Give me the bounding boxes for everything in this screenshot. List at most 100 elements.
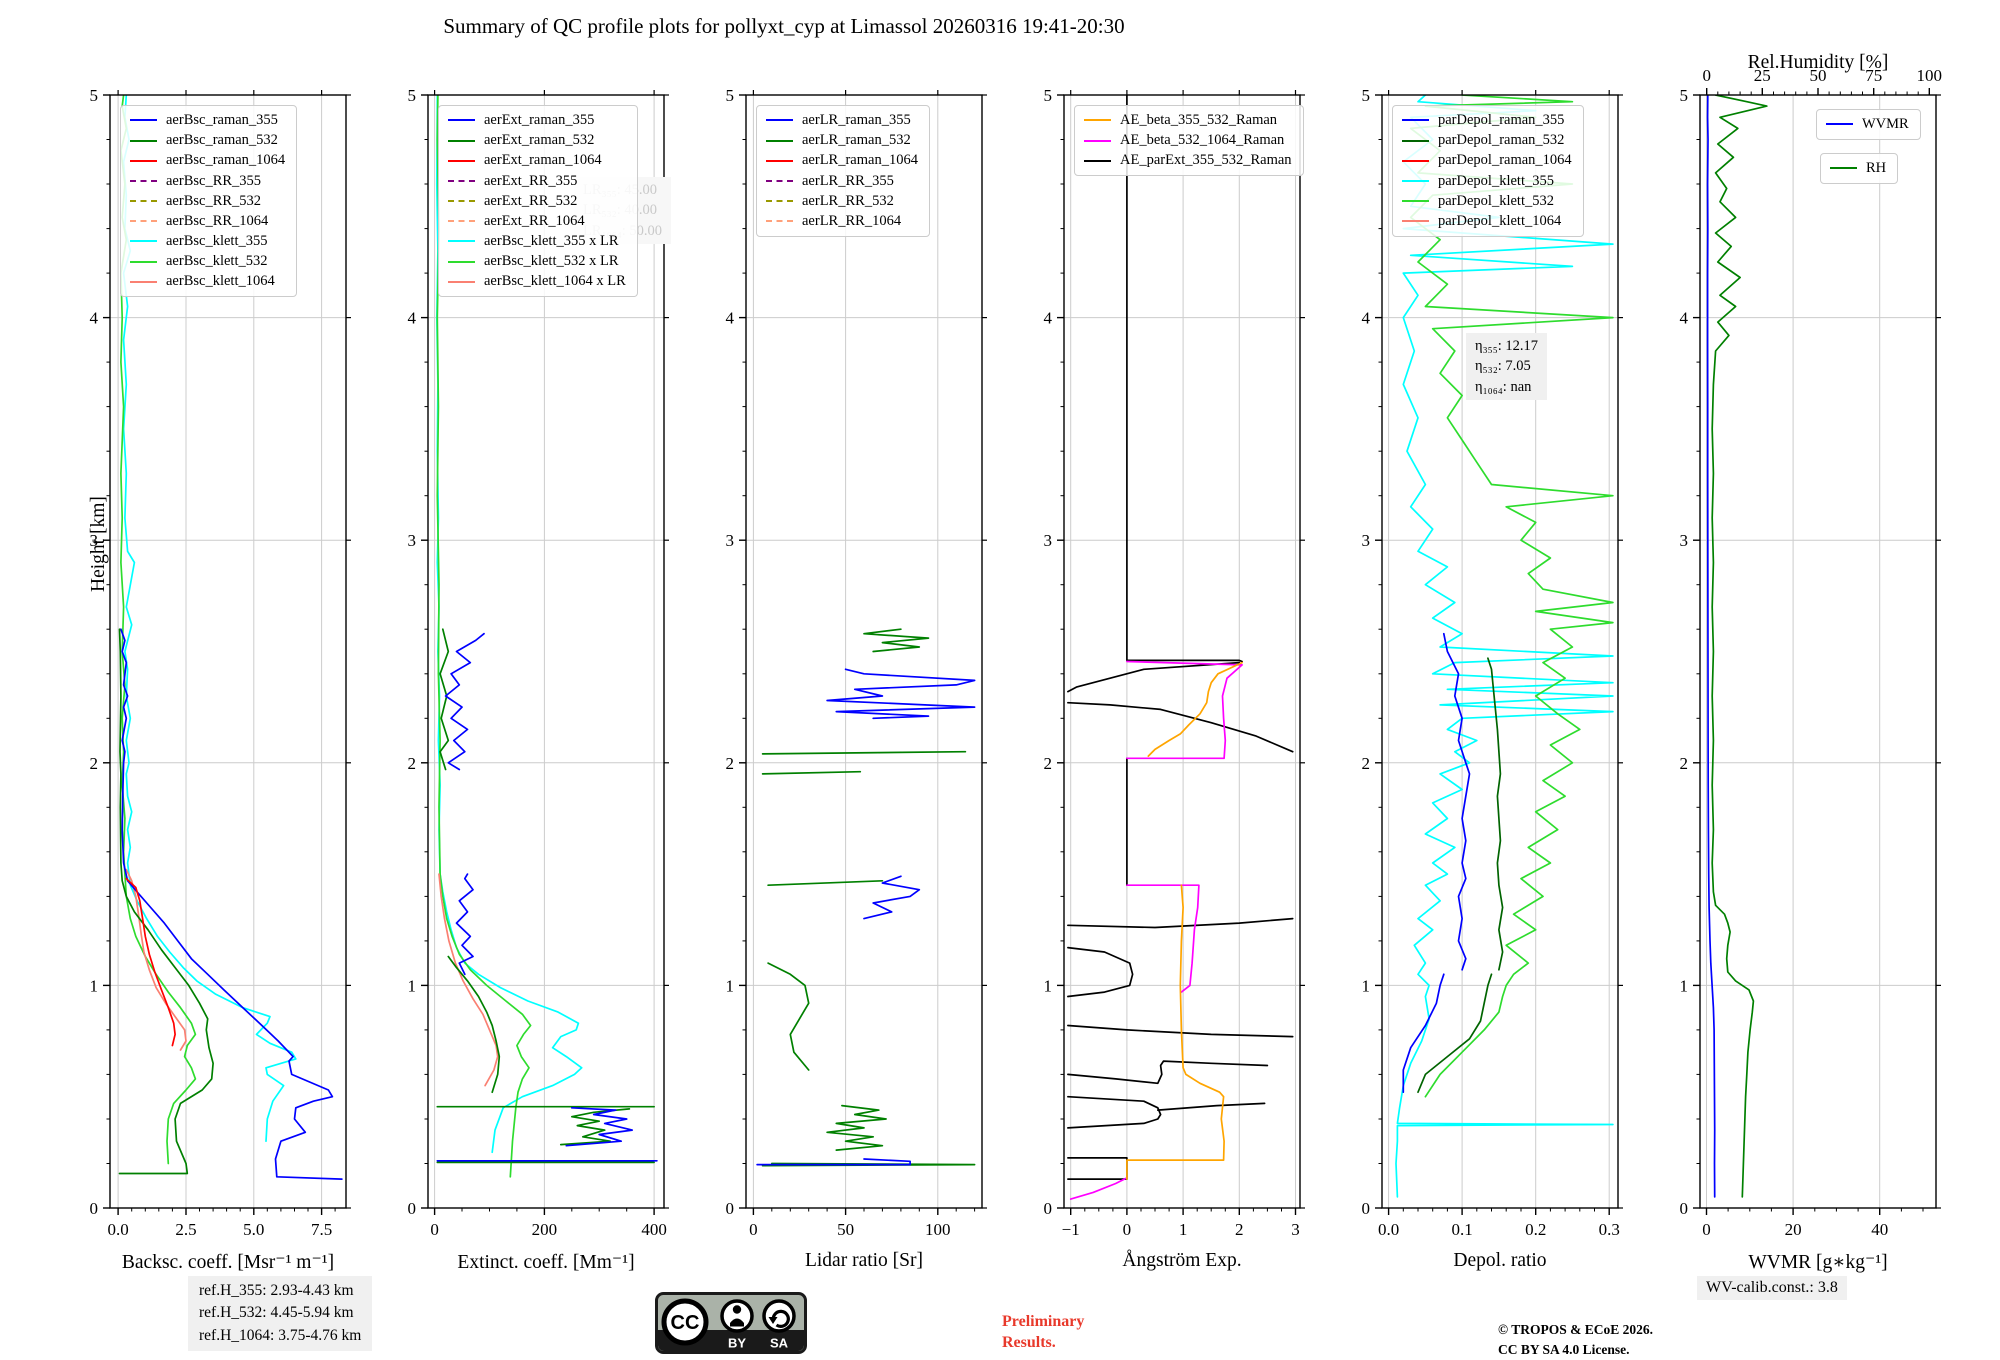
legend-line-sample-icon: [130, 139, 157, 142]
x-axis-label-extinction: Extinct. coeff. [Mm⁻¹]: [457, 1252, 635, 1273]
legend-label: aerExt_raman_532: [484, 132, 595, 149]
legend-item: aerBsc_raman_355: [130, 112, 285, 129]
legend-line-sample-icon: [1084, 139, 1111, 142]
legend-label: aerBsc_klett_355: [166, 233, 268, 250]
svg-text:3: 3: [408, 531, 417, 550]
svg-text:0: 0: [1702, 1220, 1711, 1239]
svg-text:4: 4: [1044, 309, 1053, 328]
legend-item: parDepol_klett_355: [1402, 173, 1572, 190]
svg-text:20: 20: [1785, 1220, 1802, 1239]
series-AE_parExt_355_532_Raman: [1067, 917, 1294, 929]
svg-text:5.0: 5.0: [243, 1220, 264, 1239]
legend-label: aerBsc_klett_1064: [166, 273, 275, 290]
svg-text:2: 2: [1235, 1220, 1244, 1239]
legend-line-sample-icon: [1084, 119, 1111, 122]
wv-calibration-annotation: WV-calib.const.: 3.8: [1697, 1276, 1847, 1300]
svg-text:3: 3: [1362, 531, 1371, 550]
series-aerLR_raman_355: [756, 1158, 911, 1166]
legend-label: RH: [1866, 160, 1887, 176]
legend-line-sample-icon: [448, 139, 475, 142]
series-aerLR_raman_532: [826, 1104, 887, 1151]
svg-text:1: 1: [1680, 976, 1689, 995]
legend-label: aerBsc_raman_532: [166, 132, 278, 149]
legend-label: aerBsc_RR_355: [166, 172, 262, 189]
legend-label: aerBsc_klett_532 x LR: [484, 253, 619, 270]
series-aerLR_raman_532: [767, 879, 884, 887]
legend-item: WVMR: [1826, 116, 1909, 133]
svg-text:1: 1: [90, 976, 99, 995]
x-axis-label-depol-ratio: Depol. ratio: [1453, 1250, 1547, 1271]
series-aerBsc_raman_532: [118, 628, 214, 1175]
series-aerLR_raman_355: [863, 875, 921, 920]
legend-line-sample-icon: [130, 179, 157, 182]
legend-label: WVMR: [1862, 116, 1909, 132]
svg-text:0: 0: [1362, 1199, 1371, 1218]
legend-line-sample-icon: [130, 220, 157, 223]
reference-height-annotation: ref.H_355: 2.93-4.43 km ref.H_532: 4.45-…: [188, 1276, 373, 1352]
legend-angstroem: AE_beta_355_532_Raman AE_beta_532_1064_Ra…: [1074, 105, 1304, 177]
series-aerExt_raman_355: [455, 873, 474, 976]
legend-line-sample-icon: [766, 139, 793, 142]
legend-label: aerLR_RR_532: [802, 192, 894, 209]
legend-item: aerBsc_RR_355: [130, 173, 285, 190]
cc-by-sa-badge: CC BY SA: [655, 1292, 807, 1359]
legend-label: AE_beta_355_532_Raman: [1120, 112, 1278, 128]
series-AE_parExt_355_532_Raman: [1067, 661, 1241, 693]
sa-text: SA: [770, 1336, 789, 1351]
legend-label: aerBsc_RR_1064: [166, 212, 269, 229]
legend-backscatter: aerBsc_raman_355 aerBsc_raman_532 aerBsc_r…: [120, 105, 298, 298]
svg-text:5: 5: [1362, 86, 1371, 105]
panel-depol-ratio: 0.0 0.1 0.2 0.3 0 1 2 3 4 5 parDepol_raman_355 parD…: [1362, 86, 1623, 1239]
svg-text:2: 2: [1680, 754, 1689, 773]
svg-text:1: 1: [1362, 976, 1371, 995]
cc-text: CC: [671, 1312, 700, 1334]
legend-item: aerExt_RR_355: [448, 173, 626, 190]
legend-item: aerLR_RR_1064: [766, 213, 918, 230]
legend-label: aerExt_raman_355: [484, 112, 595, 128]
legend-line-sample-icon: [130, 260, 157, 263]
legend-line-sample-icon: [130, 280, 157, 283]
svg-text:0: 0: [1123, 1220, 1132, 1239]
series-AE_beta_532_1064_Raman: [1126, 884, 1200, 993]
legend-item: parDepol_klett_1064: [1402, 213, 1572, 230]
svg-text:2.5: 2.5: [175, 1220, 196, 1239]
legend-label: aerLR_raman_355: [802, 112, 911, 128]
series-aerBsc_raman_1064: [125, 877, 176, 1047]
preliminary-results-note: Preliminary Results.: [1002, 1313, 1085, 1351]
legend-label: aerExt_RR_532: [484, 192, 578, 209]
svg-text:5: 5: [726, 86, 735, 105]
svg-text:−1: −1: [1062, 1220, 1080, 1239]
svg-text:100: 100: [925, 1220, 951, 1239]
svg-text:5: 5: [1680, 86, 1689, 105]
legend-item: AE_beta_532_1064_Raman: [1084, 132, 1292, 149]
person-icon: [732, 1305, 742, 1314]
legend-line-sample-icon: [448, 260, 475, 263]
svg-text:2: 2: [726, 754, 735, 773]
series-AE_parExt_355_532_Raman: [1156, 1102, 1266, 1111]
svg-text:0: 0: [430, 1220, 439, 1239]
svg-text:1: 1: [726, 976, 735, 995]
legend-line-sample-icon: [766, 200, 793, 203]
series-aerLR_raman_532: [761, 750, 967, 755]
legend-line-sample-icon: [766, 119, 793, 122]
legend-item: AE_parExt_355_532_Raman: [1084, 152, 1292, 169]
series-aerLR_raman_532: [761, 770, 862, 775]
legend-line-sample-icon: [448, 119, 475, 122]
ref-h-355: ref.H_355: 2.93-4.43 km: [199, 1282, 354, 1299]
legend-label: aerLR_RR_355: [802, 172, 894, 189]
series-WVMR: [1706, 95, 1716, 1198]
legend-item: aerLR_RR_355: [766, 173, 918, 190]
series-aerLR_raman_532: [767, 962, 810, 1071]
legend-label: AE_parExt_355_532_Raman: [1120, 152, 1292, 169]
svg-text:4: 4: [90, 309, 99, 328]
legend-line-sample-icon: [1826, 123, 1853, 126]
plot-angstroem: −1 0 1 2 3 0 1 2 3 4 5: [1044, 86, 1305, 1239]
legend-item: aerLR_raman_1064: [766, 152, 918, 169]
svg-text:0: 0: [1702, 66, 1711, 85]
legend-item: aerBsc_klett_532: [130, 253, 285, 270]
series-aerExt_raman_532: [447, 955, 501, 1094]
svg-text:4: 4: [1680, 309, 1689, 328]
legend-line-sample-icon: [448, 280, 475, 283]
svg-text:200: 200: [532, 1220, 558, 1239]
by-text: BY: [728, 1336, 746, 1351]
